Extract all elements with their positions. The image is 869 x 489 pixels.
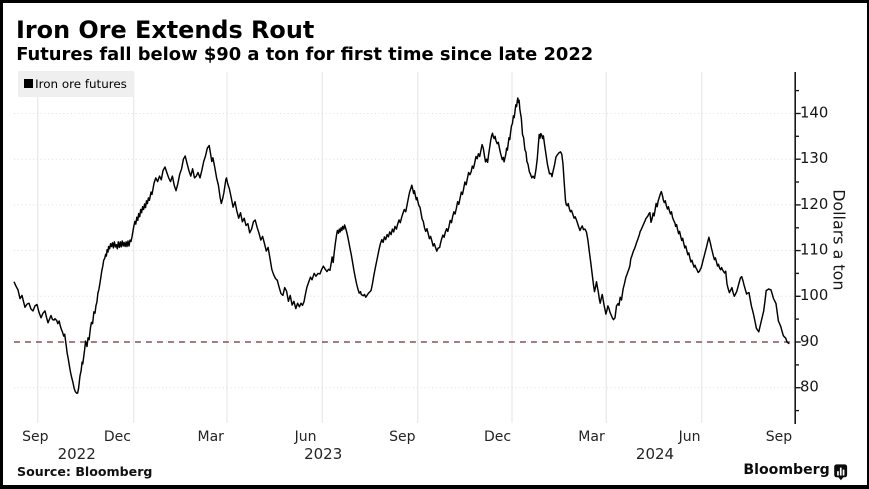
svg-text:Sep: Sep (766, 429, 793, 445)
svg-text:110: 110 (800, 242, 828, 259)
svg-text:2024: 2024 (636, 445, 674, 463)
svg-text:Sep: Sep (22, 429, 49, 445)
svg-text:Jun: Jun (678, 429, 701, 445)
svg-text:Dec: Dec (484, 429, 511, 445)
svg-text:140: 140 (800, 104, 828, 121)
svg-text:Mar: Mar (197, 429, 224, 445)
svg-text:130: 130 (800, 150, 828, 167)
svg-text:Sep: Sep (389, 429, 416, 445)
svg-text:120: 120 (800, 196, 828, 213)
svg-text:2023: 2023 (304, 445, 342, 463)
svg-text:2022: 2022 (58, 445, 96, 463)
svg-text:100: 100 (800, 287, 828, 304)
svg-text:Jun: Jun (294, 429, 317, 445)
svg-text:80: 80 (800, 379, 819, 396)
svg-text:Dollars a ton: Dollars a ton (830, 189, 849, 290)
svg-text:Dec: Dec (104, 429, 131, 445)
svg-text:Mar: Mar (578, 429, 605, 445)
svg-text:90: 90 (800, 333, 819, 350)
